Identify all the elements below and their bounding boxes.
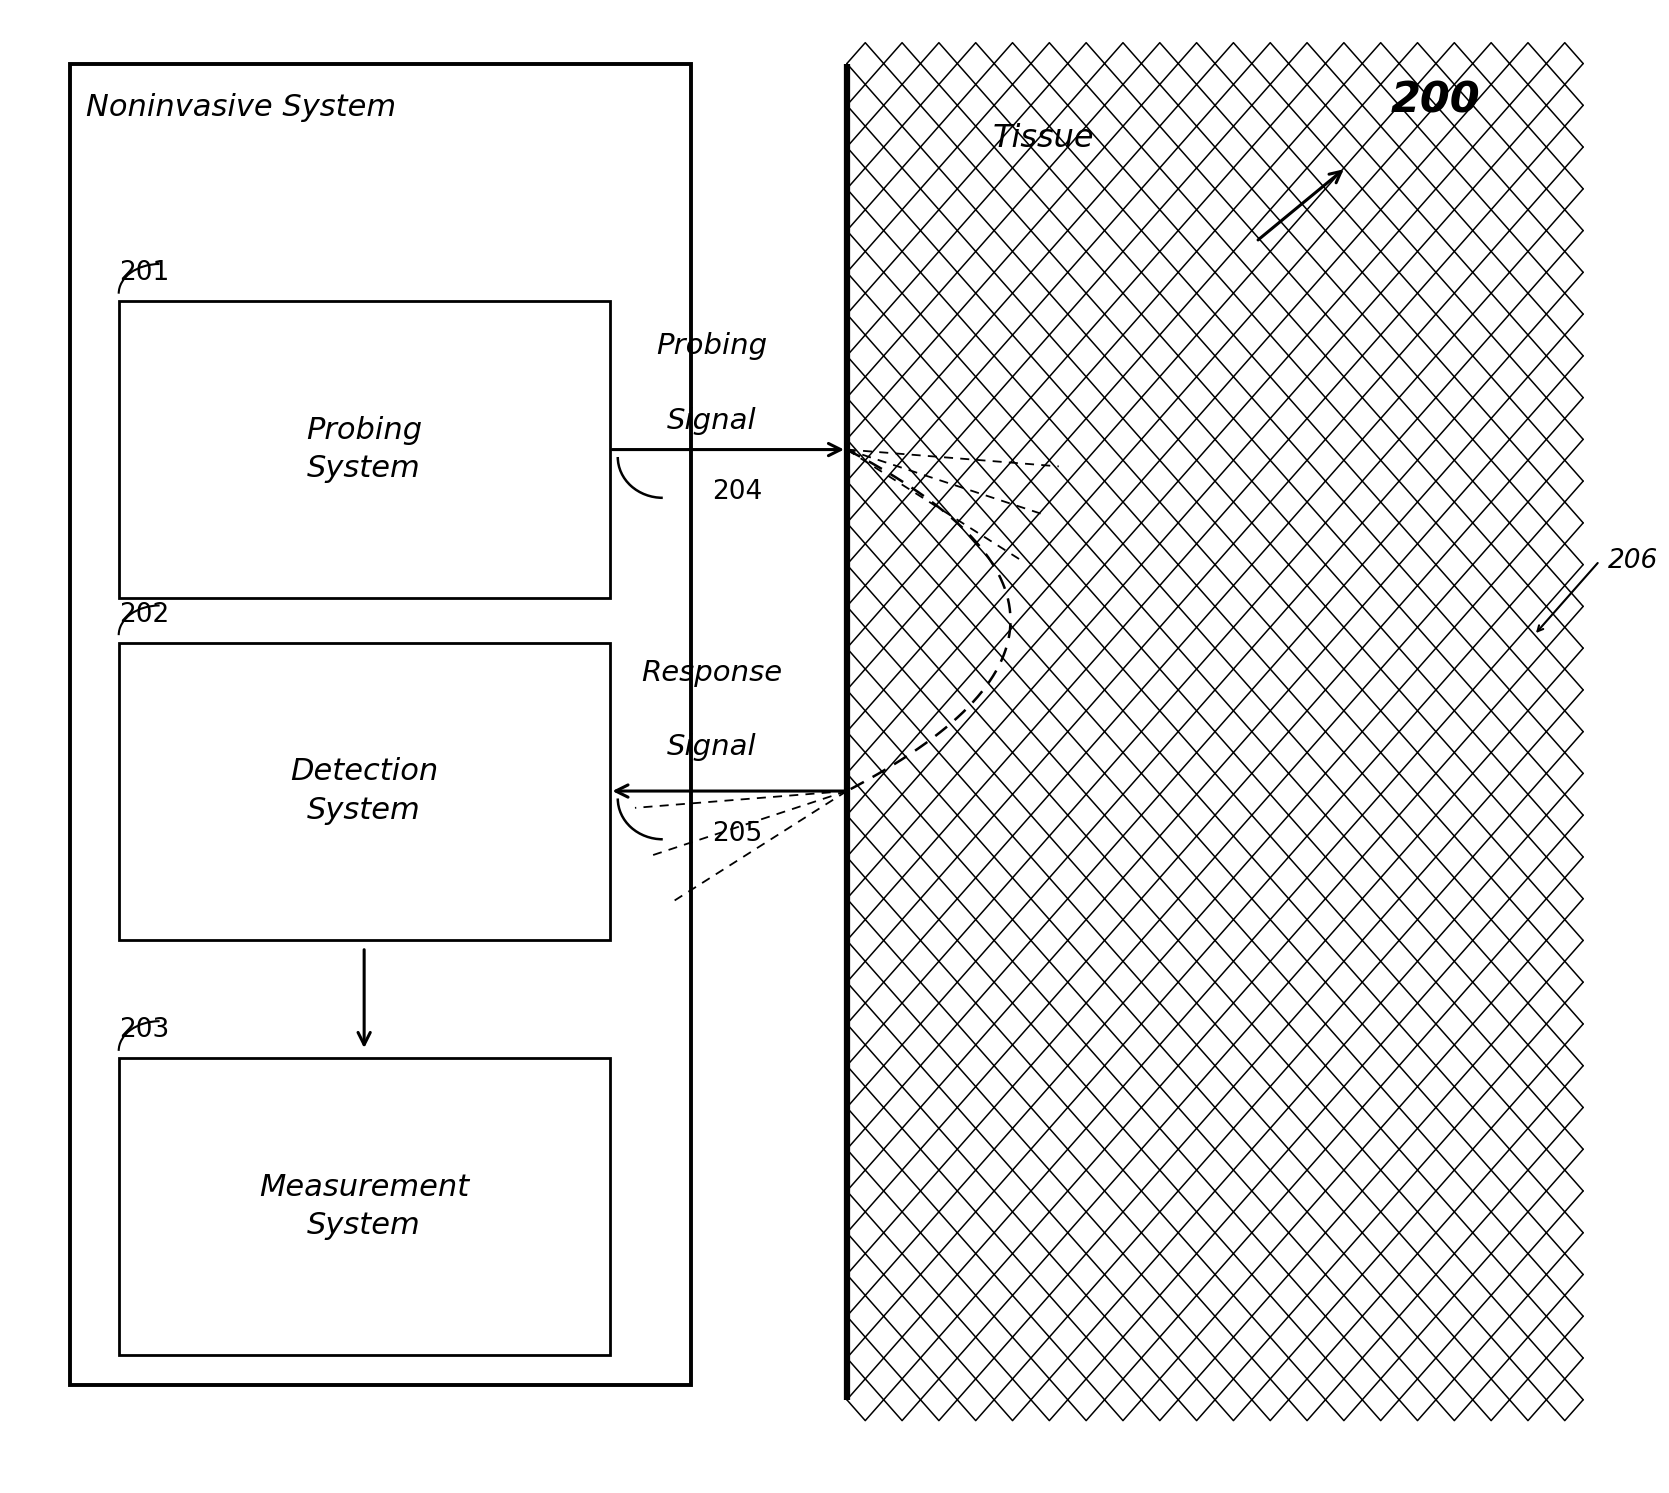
Bar <box>118 642 609 939</box>
Text: 206: 206 <box>1607 548 1657 573</box>
Text: 205: 205 <box>713 821 763 847</box>
Text: 202: 202 <box>118 602 169 627</box>
Text: Probing: Probing <box>656 333 768 360</box>
Text: Tissue: Tissue <box>993 122 1093 154</box>
Bar <box>118 1059 609 1356</box>
Text: Measurement
System: Measurement System <box>259 1173 469 1241</box>
Text: 204: 204 <box>713 479 763 505</box>
Bar <box>118 302 609 599</box>
Text: Signal: Signal <box>668 733 756 761</box>
Text: 203: 203 <box>118 1017 169 1044</box>
Text: Signal: Signal <box>668 406 756 434</box>
Text: Detection
System: Detection System <box>290 757 439 824</box>
Bar <box>70 64 691 1386</box>
Text: Response: Response <box>641 658 783 687</box>
Text: 200: 200 <box>1390 79 1480 121</box>
Text: Probing
System: Probing System <box>305 417 422 484</box>
Text: Noninvasive System: Noninvasive System <box>87 93 396 122</box>
Text: 201: 201 <box>118 260 169 287</box>
